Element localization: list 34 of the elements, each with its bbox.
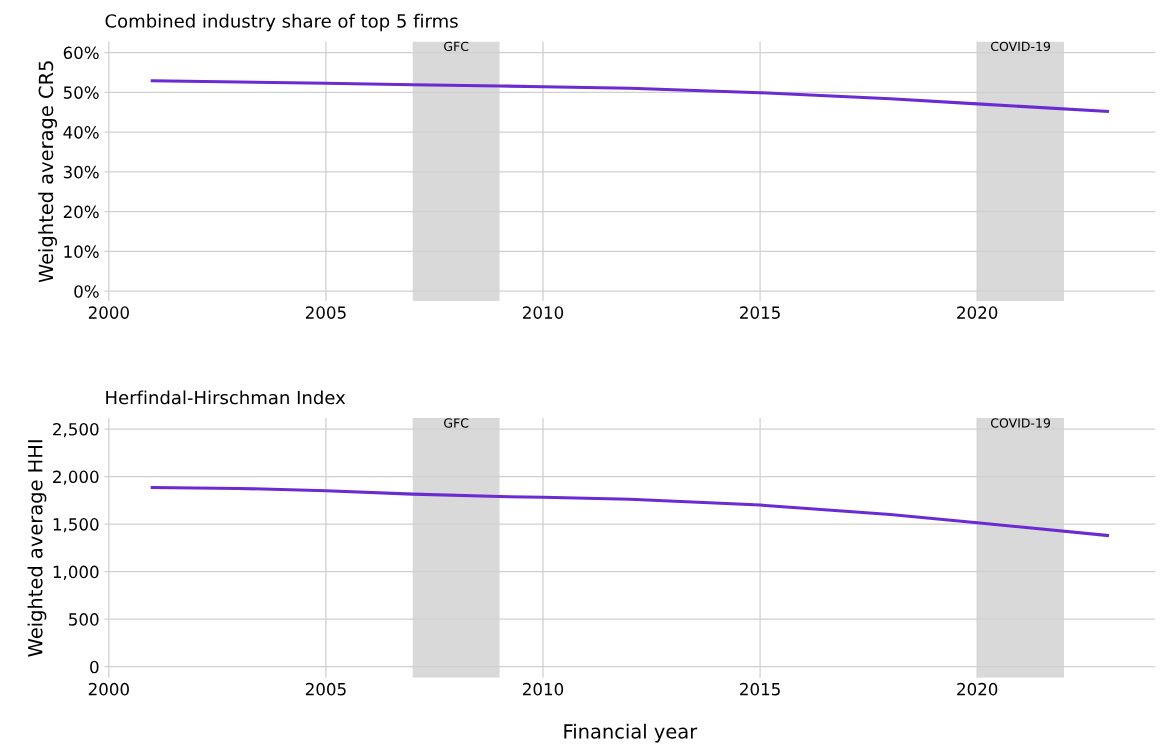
y-tick-label: 1,500 bbox=[53, 518, 99, 533]
y-tick-label: 500 bbox=[69, 613, 99, 626]
chart-title: Herfindal-Hirschman Index bbox=[106, 390, 346, 405]
band-label: COVID-19 bbox=[990, 418, 1051, 428]
y-tick-label: 2,500 bbox=[53, 422, 99, 438]
y-axis-title: Weighted average CR5 bbox=[38, 61, 58, 283]
x-tick-label: 2015 bbox=[740, 306, 780, 319]
x-tick-label: 2005 bbox=[305, 682, 346, 696]
band-label: COVID-19 bbox=[990, 41, 1051, 52]
y-tick-label: 1,000 bbox=[53, 565, 99, 580]
x-tick-label: 2020 bbox=[957, 682, 998, 696]
y-tick-label: 0 bbox=[90, 660, 99, 674]
y-tick-label: 50% bbox=[63, 86, 99, 99]
x-tick-label: 2015 bbox=[740, 682, 780, 696]
x-tick-label: 2010 bbox=[523, 682, 564, 696]
x-tick-label: 2000 bbox=[88, 682, 129, 696]
y-axis-title: Weighted average HHI bbox=[27, 440, 47, 657]
y-tick-label: 0% bbox=[74, 285, 99, 298]
line-series bbox=[150, 485, 1109, 538]
chart-title: Combined industry share of top 5 firms bbox=[105, 13, 458, 32]
y-tick-label: 30% bbox=[63, 165, 99, 179]
x-axis-title: Financial year bbox=[564, 723, 698, 743]
x-tick-label: 2010 bbox=[523, 306, 564, 319]
line-series bbox=[150, 79, 1109, 113]
y-tick-label: 40% bbox=[63, 126, 99, 139]
band-label: GFC bbox=[444, 418, 469, 428]
band-label: GFC bbox=[444, 41, 469, 52]
x-tick-label: 2020 bbox=[957, 306, 998, 319]
y-tick-label: 2,000 bbox=[53, 470, 99, 485]
y-tick-label: 20% bbox=[63, 205, 99, 219]
x-tick-label: 2000 bbox=[88, 306, 129, 319]
y-tick-label: 60% bbox=[63, 46, 99, 60]
x-tick-label: 2005 bbox=[305, 306, 346, 319]
y-tick-label: 10% bbox=[64, 245, 99, 258]
